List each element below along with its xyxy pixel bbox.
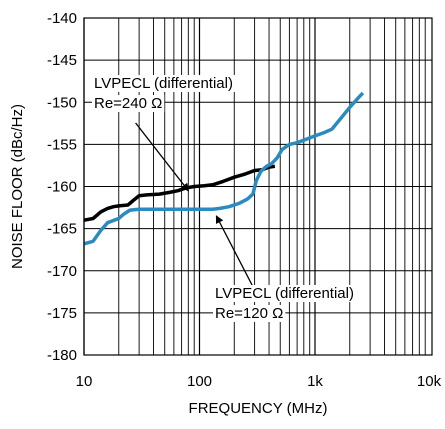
x-tick-label: 10k [417,373,442,390]
x-tick-label: 10 [76,373,93,390]
annotation-label-1-line-1: LVPECL (differential) [94,75,233,92]
series-line-2 [83,91,365,246]
annotation-label-1-line-2: Re=240 Ω [94,95,162,112]
annotation-label-2-line-1: LVPECL (differential) [215,285,354,302]
annotation-leader-2 [215,215,256,291]
tick-labels: -140 -145 -150 -155 -160 -165 -170 -175 -180 10 10… [47,10,442,390]
x-tick-label: 100 [187,373,212,390]
y-tick-label: -170 [47,263,77,280]
y-tick-label: -160 [47,179,77,196]
annotation-label-2-line-2: Re=120 Ω [215,305,283,322]
y-tick-label: -180 [47,347,77,364]
annotation-leader-1 [135,122,189,192]
annotation-label-background [213,305,286,322]
annotation-label-background [213,285,356,302]
x-axis-label: FREQUENCY (MHz) [189,400,328,417]
y-tick-label: -165 [47,221,77,238]
annotation-label-background [92,95,165,112]
annotation-label-background [92,75,235,92]
x-tick-label: 1k [307,373,323,390]
plot-frame [83,17,433,356]
y-tick-label: -150 [47,94,77,111]
y-tick-label: -140 [47,10,77,27]
y-tick-label: -155 [47,136,77,153]
series-line-1 [83,164,276,222]
y-tick-label: -145 [47,52,77,69]
y-axis-label: NOISE FLOOR (dBc/Hz) [9,104,26,269]
annotations: LVPECL (differential) Re=240 Ω LVPECL (dif… [92,75,356,322]
series-group [83,91,365,246]
y-tick-label: -175 [47,305,77,322]
